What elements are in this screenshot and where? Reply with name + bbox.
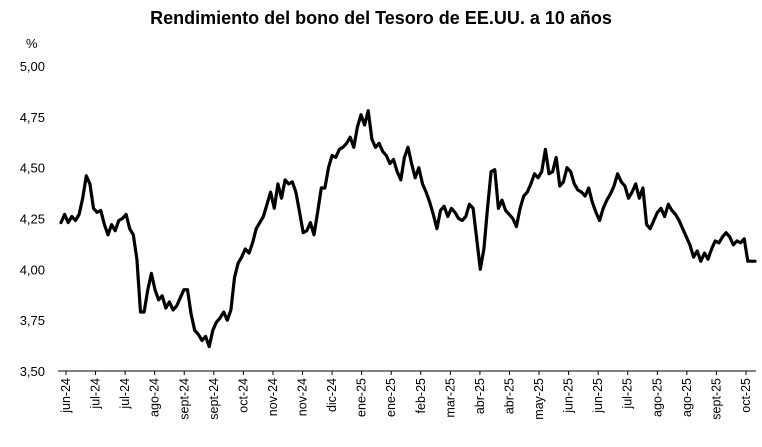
x-tick-label: abr-25 — [502, 378, 516, 414]
x-axis-ticks: jun-24 jul-24 jul-24 ago-24 sept-24 sept-24 oc… — [59, 371, 753, 420]
x-tick-label: may-25 — [532, 378, 546, 420]
y-axis-ticks: 5,00 4,75 4,50 4,25 4,00 3,75 3,50 — [20, 59, 45, 379]
x-tick-label: abr-25 — [473, 378, 487, 414]
x-tick-label: sept-24 — [207, 378, 221, 420]
x-tick-label: nov-24 — [296, 378, 310, 416]
x-tick-label: mar-25 — [443, 378, 457, 418]
y-tick-label: 5,00 — [20, 59, 45, 74]
x-tick-label: jun-25 — [591, 378, 605, 414]
y-tick-label: 4,25 — [20, 212, 45, 227]
x-tick-label: nov-24 — [266, 378, 280, 416]
x-tick-label: jun-25 — [562, 378, 576, 414]
chart-title: Rendimiento del bono del Tesoro de EE.UU… — [150, 8, 612, 28]
x-tick-label: jul-24 — [118, 378, 132, 410]
y-axis-unit-label: % — [26, 36, 38, 51]
y-tick-label: 4,50 — [20, 161, 45, 176]
y-tick-label: 4,00 — [20, 262, 45, 277]
x-tick-label: oct-25 — [739, 378, 753, 413]
x-tick-label: jul-24 — [89, 378, 103, 410]
y-tick-label: 3,50 — [20, 364, 45, 379]
x-tick-label: oct-24 — [236, 378, 250, 413]
x-tick-label: jul-25 — [621, 378, 635, 410]
yield-series-line — [59, 109, 757, 349]
x-tick-label: sept-24 — [177, 378, 191, 420]
x-tick-label: ago-25 — [680, 378, 694, 417]
x-tick-label: dic-24 — [325, 378, 339, 412]
y-tick-label: 4,75 — [20, 110, 45, 125]
y-tick-label: 3,75 — [20, 313, 45, 328]
x-tick-label: ago-24 — [148, 378, 162, 417]
x-tick-label: jun-24 — [59, 378, 73, 414]
x-tick-label: sept-25 — [709, 378, 723, 420]
x-tick-label: ago-25 — [650, 378, 664, 417]
x-tick-label: ene-25 — [384, 378, 398, 417]
x-tick-label: feb-25 — [414, 378, 428, 413]
x-tick-label: ene-25 — [355, 378, 369, 417]
